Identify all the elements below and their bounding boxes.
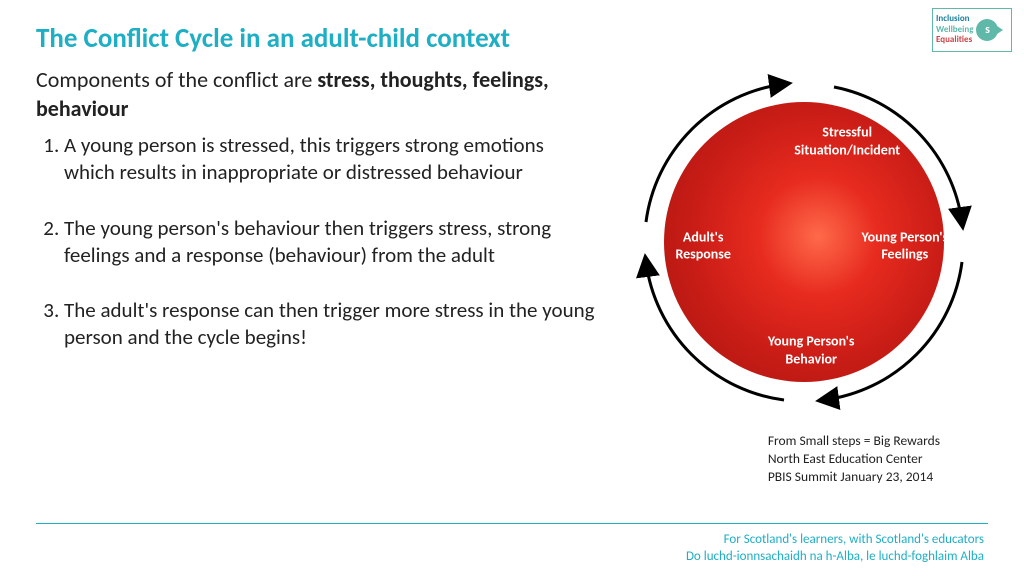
subtitle-prefix: Components of the conflict are: [36, 66, 317, 93]
cycle-node-label: Adult's Response: [675, 228, 731, 263]
logo-text: Inclusion Wellbeing Equalities: [936, 14, 973, 45]
divider: [36, 523, 988, 524]
brand-logo: Inclusion Wellbeing Equalities s: [932, 8, 1012, 52]
logo-badge: s: [976, 19, 998, 41]
logo-line: Equalities: [936, 35, 973, 45]
page-title: The Conflict Cycle in an adult-child con…: [36, 22, 510, 55]
list-item: The adult's response can then trigger mo…: [64, 297, 596, 352]
source-line: From Small steps = Big Rewards: [768, 432, 940, 450]
cycle-node-label: Stressful Situation/Incident: [794, 124, 900, 159]
source-line: PBIS Summit January 23, 2014: [768, 468, 940, 486]
footer-line: For Scotland's learners, with Scotland's…: [686, 532, 984, 549]
source-line: North East Education Center: [768, 450, 940, 468]
cycle-node-label: Young Person's Behavior: [768, 333, 855, 368]
source-citation: From Small steps = Big Rewards North Eas…: [768, 432, 940, 487]
numbered-list: A young person is stressed, this trigger…: [36, 132, 596, 380]
conflict-cycle-diagram: Stressful Situation/Incident Young Person…: [624, 62, 984, 422]
list-item: The young person's behaviour then trigge…: [64, 215, 596, 270]
footer: For Scotland's learners, with Scotland's…: [686, 532, 984, 566]
footer-line: Do luchd-ionnsachaidh na h-Alba, le luch…: [686, 549, 984, 566]
subtitle: Components of the conflict are stress, t…: [36, 66, 636, 123]
list-item: A young person is stressed, this trigger…: [64, 132, 596, 187]
cycle-node-label: Young Person's Feelings: [861, 228, 948, 263]
